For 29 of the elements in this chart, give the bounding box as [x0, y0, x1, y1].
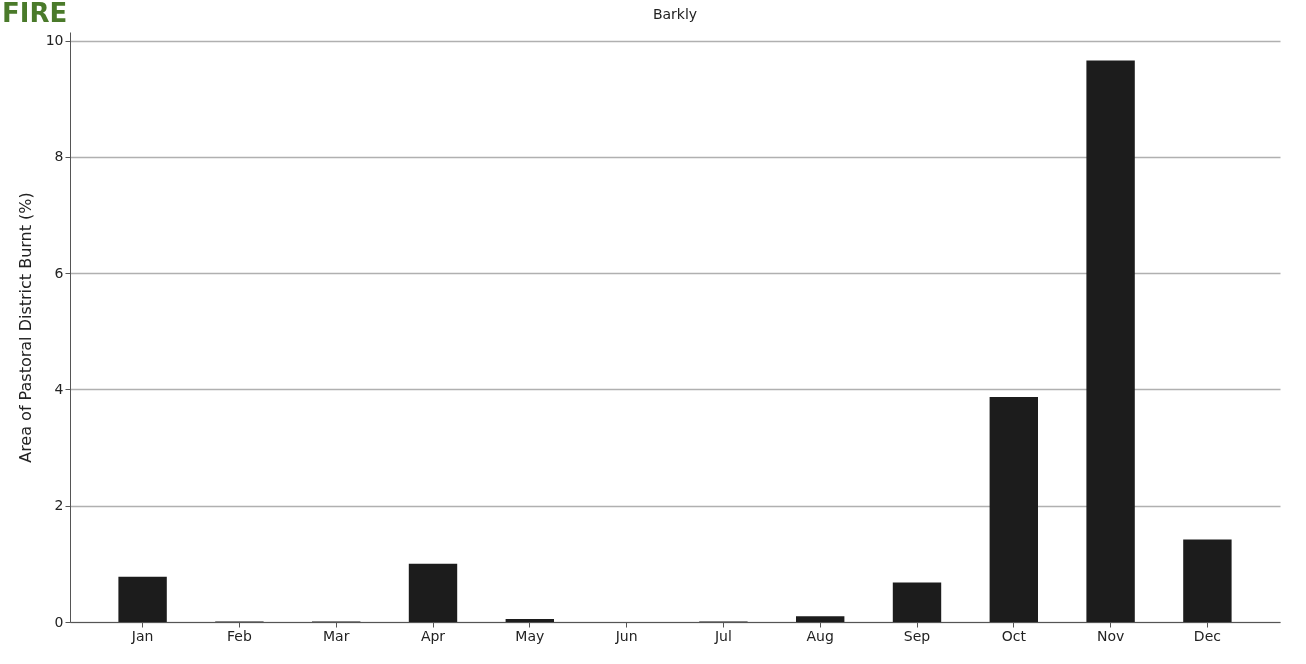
y-tick-label: 2	[54, 497, 64, 514]
bar	[1086, 60, 1135, 622]
x-tick-label: Jul	[713, 627, 732, 644]
text: FIRE	[2, 0, 68, 28]
y-tick-label: 0	[54, 613, 64, 630]
x-tick-label: Sep	[903, 627, 931, 644]
y-tick-label: 10	[45, 32, 64, 49]
x-tick-label: Aug	[806, 627, 834, 644]
x-tick-label: Feb	[227, 627, 252, 644]
bar	[118, 576, 167, 622]
bar	[1183, 539, 1232, 622]
bar	[505, 619, 554, 622]
y-axis-title: Area of Pastoral District Burnt (%)	[15, 192, 35, 463]
x-tick-label: Jun	[614, 627, 638, 644]
bar	[892, 582, 942, 622]
bar	[989, 397, 1038, 622]
y-tick-label: 8	[54, 148, 64, 165]
x-tick-label: Apr	[420, 627, 446, 644]
x-tick-label: Jan	[130, 627, 154, 644]
y-tick-label: 4	[54, 380, 64, 397]
y-tick-label: 6	[54, 264, 64, 281]
chart-title: Barkly	[652, 6, 698, 22]
x-tick-label: Oct	[1001, 627, 1027, 644]
x-tick-label: Nov	[1096, 627, 1125, 644]
x-tick-label: Mar	[322, 627, 350, 644]
bar	[796, 616, 845, 622]
x-tick-label: Dec	[1193, 627, 1221, 644]
x-tick-label: May	[515, 627, 545, 644]
bar	[408, 563, 458, 622]
